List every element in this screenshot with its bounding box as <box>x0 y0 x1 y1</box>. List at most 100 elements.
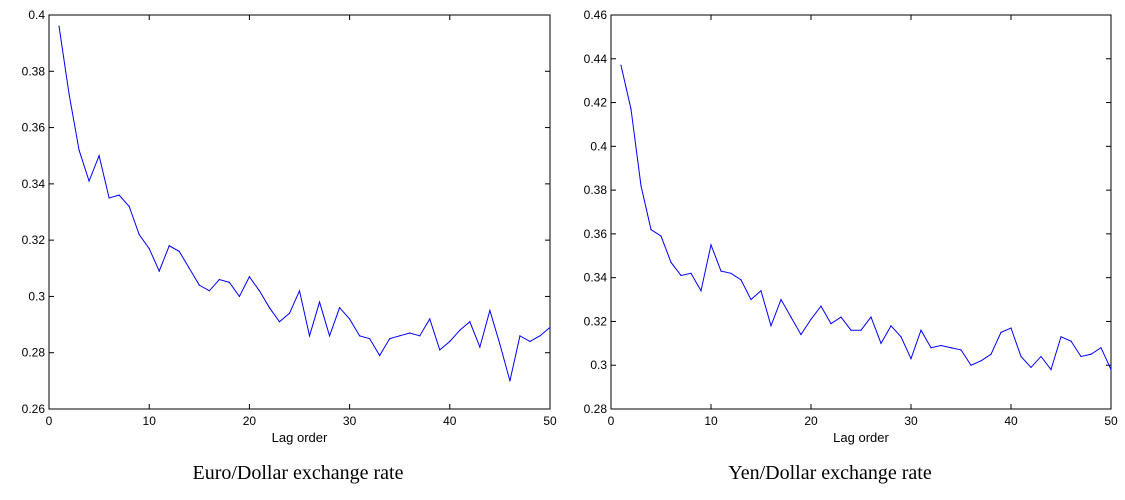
chart2-data-point <box>1020 355 1022 358</box>
chart1-xtick-label: 30 <box>343 414 357 428</box>
chart1-data-point <box>539 335 541 337</box>
chart1-data-point <box>108 197 110 199</box>
chart1-data-point <box>288 312 291 314</box>
chart1-data-point <box>178 250 180 252</box>
chart2-data-point <box>640 185 642 187</box>
chart2-data-point <box>880 342 882 344</box>
chart1-data-point <box>88 180 90 182</box>
chart1-ytick-label: 0.32 <box>22 233 46 247</box>
chart1-data-point <box>188 267 190 269</box>
chart1-xlabel: Lag order <box>272 430 328 445</box>
chart-title-euro-dollar: Euro/Dollar exchange rate <box>192 462 404 484</box>
chart2-xtick-label: 10 <box>704 414 718 428</box>
chart2-ytick-label: 0.32 <box>584 314 608 328</box>
chart2-data-point <box>870 316 872 318</box>
chart1-data-point <box>308 335 311 337</box>
chart1-ytick-label: 0.28 <box>22 346 46 360</box>
chart2-xtick-label: 30 <box>904 414 918 428</box>
chart2-data-point <box>760 290 762 292</box>
chart2-data-point <box>1030 366 1032 369</box>
chart1-xtick-label: 40 <box>443 414 457 428</box>
chart1-data-point <box>439 349 441 351</box>
chart1-data-point <box>379 354 381 357</box>
chart2-data-point <box>940 344 942 347</box>
chart2-data-point <box>660 235 662 237</box>
chart2-ytick-label: 0.42 <box>584 96 608 110</box>
chart1-data-point <box>238 295 240 298</box>
chart2-data-point <box>900 336 902 338</box>
chart1-data-point <box>298 290 301 292</box>
chart2-xtick-label: 20 <box>804 414 818 428</box>
chart2-axes-box <box>610 14 1112 410</box>
chart2-data-point <box>720 270 722 272</box>
chart2-xtick-label: 50 <box>1104 414 1118 428</box>
chart2-data-point <box>690 272 692 274</box>
chart2-ytick-label: 0.44 <box>584 52 608 66</box>
chart1-data-point <box>399 335 401 337</box>
chart2-data-point <box>780 298 782 301</box>
chart1-data-point <box>499 343 501 345</box>
chart1-axes-box <box>48 14 551 410</box>
chart1-data-point <box>268 307 271 309</box>
chart2-xlabel: Lag order <box>833 430 889 445</box>
chart1-data-point <box>509 380 511 382</box>
chart1-data-point <box>128 205 130 207</box>
chart2-data-point <box>740 279 742 281</box>
chart1-data-point <box>78 149 80 151</box>
chart2-data-point <box>820 305 822 307</box>
chart2-data-point <box>1040 355 1042 358</box>
chart2-data-point <box>840 316 842 318</box>
chart2-data-point <box>730 272 732 274</box>
chart1-xtick-label: 0 <box>46 414 53 428</box>
chart2-data-point <box>960 349 962 351</box>
chart1-data-point <box>469 321 471 323</box>
chart1-data-point <box>349 318 351 320</box>
chart2-series-line <box>620 65 1112 371</box>
chart1-data-point <box>278 321 281 323</box>
chart1-xtick-label: 50 <box>543 414 557 428</box>
chart2-data-point <box>1100 347 1102 349</box>
chart-title-yen-dollar: Yen/Dollar exchange rate <box>728 462 932 484</box>
chart1-data-point <box>138 233 140 236</box>
chart2-ytick-label: 0.4 <box>590 139 607 153</box>
chart1-data-point <box>459 329 461 331</box>
chart1-data-point <box>318 301 321 303</box>
chart2-xtick-label: 0 <box>608 414 615 428</box>
chart2-data-point <box>680 274 682 277</box>
chart2-data-point <box>1080 355 1082 358</box>
chart2-ytick-label: 0.36 <box>584 227 608 241</box>
chart2-data-point <box>770 325 772 327</box>
charts-canvas: 0.26 0.28 0.3 0.32 0.34 0.36 0.38 0.4 0 10 20 30 40 5… <box>22 8 1118 445</box>
chart2-data-point <box>810 318 812 320</box>
chart1-data-point <box>98 155 100 157</box>
chart1-data-point <box>118 194 120 196</box>
chart2-data-point <box>800 333 802 336</box>
chart1-ytick-label: 0.34 <box>22 177 46 191</box>
chart2-data-point <box>710 244 712 246</box>
chart2-data-point <box>990 353 992 355</box>
chart2-data-point <box>650 228 652 231</box>
chart1-data-point <box>328 335 331 337</box>
chart2-data-point <box>630 108 632 110</box>
chart1-xtick-label: 10 <box>143 414 157 428</box>
chart1-data-point <box>369 338 371 340</box>
chart2-data-point <box>1000 331 1002 333</box>
chart1-data-point <box>208 290 210 292</box>
chart1-data-point <box>58 25 60 27</box>
chart2-data-point <box>930 347 932 349</box>
chart1-data-point <box>359 335 361 337</box>
chart1-data-point <box>158 270 160 272</box>
chart2-data-point <box>850 329 852 331</box>
chart1-data-point <box>409 332 411 334</box>
chart2-data-point <box>890 325 892 327</box>
chart2-data-point <box>970 364 972 366</box>
chart2-ytick-label: 0.3 <box>590 358 607 372</box>
chart2-data-point <box>920 329 922 331</box>
chart1-data-point <box>258 290 261 292</box>
chart1-data-point <box>148 247 150 250</box>
chart2-ytick-label: 0.34 <box>584 271 608 285</box>
chart2-data-point <box>1010 327 1012 329</box>
chart1-data-point <box>549 326 551 328</box>
chart2-data-point <box>1110 369 1112 371</box>
chart1-data-point <box>338 307 341 309</box>
